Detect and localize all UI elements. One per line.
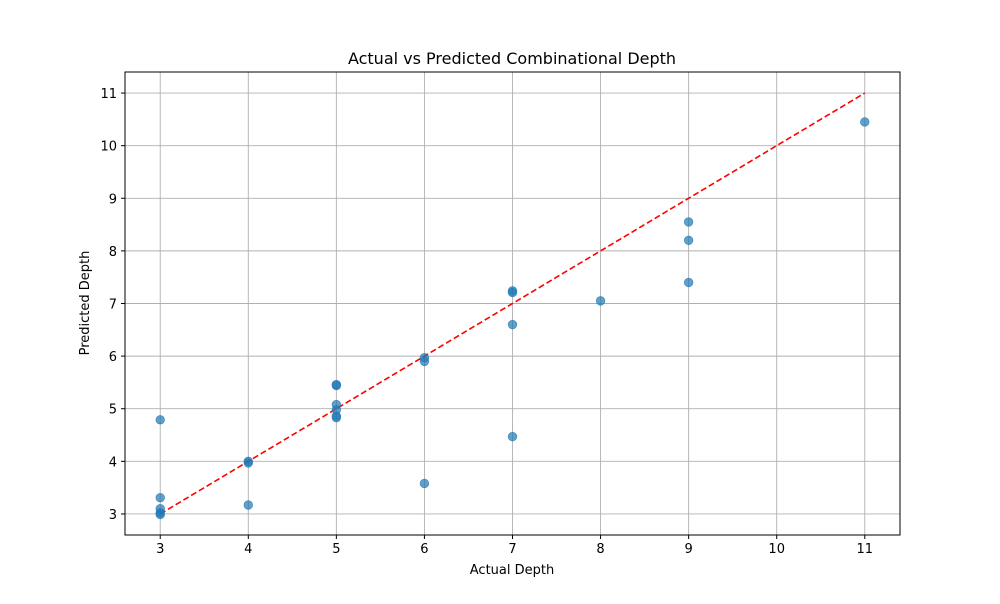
data-point — [419, 478, 430, 489]
data-point — [419, 356, 430, 367]
data-point — [507, 319, 518, 330]
x-tick-label: 11 — [856, 542, 873, 557]
data-point — [683, 235, 694, 246]
data-point — [683, 217, 694, 227]
data-point — [155, 415, 165, 425]
data-point — [507, 287, 518, 298]
data-point — [683, 277, 694, 288]
data-point — [155, 509, 165, 520]
data-point — [243, 500, 253, 510]
x-tick-label: 8 — [596, 542, 604, 557]
data-point — [155, 492, 165, 503]
data-point — [860, 117, 870, 127]
axis-ticks: 3 4 5 6 7 8 9 10 11 3 4 5 6 7 8 9 10 11 — [100, 87, 873, 557]
data-point — [331, 380, 342, 391]
x-tick-label: 5 — [332, 542, 340, 557]
y-tick-label: 6 — [109, 350, 117, 365]
data-point — [243, 458, 253, 468]
y-axis-label: Predicted Depth — [78, 251, 93, 356]
y-tick-label: 11 — [100, 87, 117, 102]
x-tick-label: 4 — [244, 542, 252, 557]
data-points — [155, 117, 870, 520]
reference-line-layer — [159, 92, 866, 515]
y-tick-label: 9 — [109, 192, 117, 207]
x-tick-label: 10 — [768, 542, 785, 557]
y-tick-label: 8 — [109, 245, 117, 260]
x-tick-label: 6 — [420, 542, 428, 557]
y-tick-label: 10 — [100, 140, 117, 155]
x-tick-label: 3 — [156, 542, 164, 557]
data-point — [331, 412, 342, 423]
x-axis-label: Actual Depth — [470, 563, 554, 578]
y-tick-label: 4 — [109, 455, 117, 470]
x-tick-label: 7 — [508, 542, 516, 557]
reference-line — [159, 92, 866, 515]
data-point — [595, 296, 606, 306]
y-tick-label: 5 — [109, 403, 117, 418]
x-tick-label: 9 — [684, 542, 692, 557]
y-tick-label: 3 — [109, 508, 117, 523]
y-tick-label: 7 — [109, 298, 117, 313]
data-point — [507, 431, 518, 442]
chart-title: Actual vs Predicted Combinational Depth — [348, 49, 676, 68]
